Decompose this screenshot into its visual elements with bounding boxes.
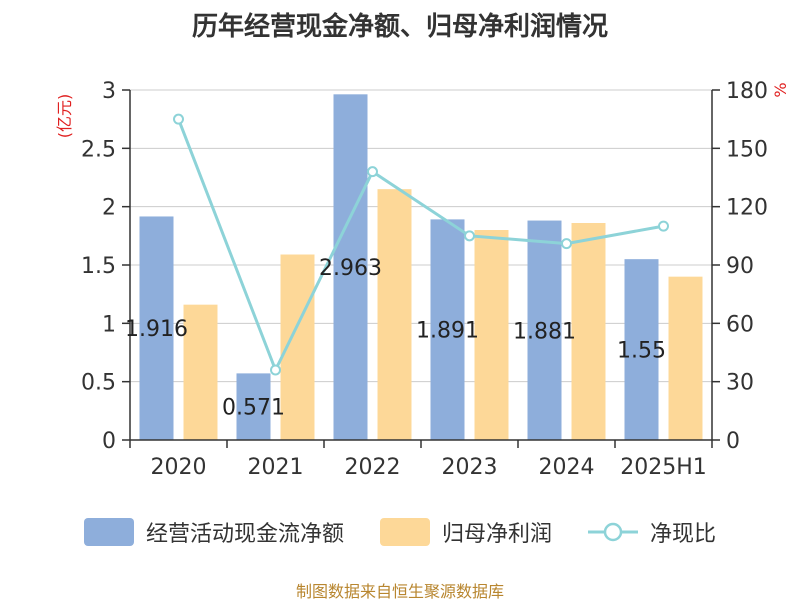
y-right-axis-label: %: [771, 82, 790, 97]
y-right-tick-label: 180: [726, 79, 768, 104]
ratio-point: [464, 230, 475, 242]
legend-swatch-ratio: [588, 522, 638, 542]
x-tick-label: 2020: [151, 455, 207, 480]
x-tick-label: 2025H1: [620, 455, 707, 480]
data-label-cashflow: 1.55: [617, 339, 666, 364]
y-right-tick-label: 0: [726, 429, 740, 454]
x-tick-label: 2024: [539, 455, 595, 480]
x-tick-label: 2021: [248, 455, 304, 480]
legend-item-cashflow[interactable]: 经营活动现金流净额: [83, 516, 344, 548]
legend-item-net-profit[interactable]: 归母净利润: [379, 516, 552, 548]
y-left-tick-label: 3: [102, 79, 116, 104]
bar-cashflow: [624, 259, 659, 440]
y-left-tick-label: 2.5: [81, 137, 116, 162]
y-right-tick-label: 60: [726, 312, 754, 337]
x-tick-label: 2022: [345, 455, 401, 480]
ratio-point: [561, 238, 572, 250]
y-right-tick-label: 90: [726, 254, 754, 279]
bar-net-profit: [474, 230, 509, 440]
y-left-tick-label: 1.5: [81, 254, 116, 279]
ratio-point: [173, 113, 184, 125]
data-label-cashflow: 1.881: [513, 319, 576, 344]
data-label-cashflow: 1.891: [416, 319, 479, 344]
y-right-tick-label: 150: [726, 137, 768, 162]
data-label-cashflow: 2.963: [319, 256, 382, 281]
ratio-line-layer: [173, 113, 669, 376]
bar-layer: [139, 94, 703, 441]
y-left-tick-label: 0.5: [81, 371, 116, 396]
ratio-line: [177, 118, 664, 374]
ratio-point: [658, 220, 669, 232]
bar-cashflow: [333, 94, 368, 441]
y-left-tick-label: 2: [102, 196, 116, 221]
y-left-tick-label: 1: [102, 312, 116, 337]
legend-swatch-net-profit: [379, 518, 430, 546]
x-tick-label: 2023: [442, 455, 498, 480]
y-left-tick-label: 0: [102, 429, 116, 454]
legend-label-cashflow: 经营活动现金流净额: [145, 522, 344, 547]
data-labels: 1.916 0.571 2.963 1.891 1.881 1.55: [125, 256, 666, 421]
bar-net-profit: [571, 223, 606, 440]
legend-label-net-profit: 归母净利润: [441, 522, 552, 547]
ratio-point: [367, 166, 378, 178]
source-note: 制图数据来自恒生聚源数据库: [295, 582, 504, 601]
legend-item-ratio[interactable]: 净现比: [588, 516, 716, 548]
ratio-point: [270, 364, 281, 376]
y-left-axis-label: (亿元): [55, 94, 74, 139]
bar-net-profit: [183, 304, 218, 440]
bar-cashflow: [527, 220, 562, 440]
data-label-cashflow: 1.916: [125, 317, 188, 342]
y-right-tick-label: 120: [726, 196, 768, 221]
bar-cashflow: [236, 373, 271, 440]
y-right-tick-label: 30: [726, 371, 754, 396]
data-label-cashflow: 0.571: [222, 396, 285, 421]
bar-cashflow: [430, 219, 465, 440]
bar-net-profit: [377, 189, 412, 440]
legend-label-ratio: 净现比: [650, 522, 717, 547]
bar-cashflow: [139, 216, 174, 440]
legend: 经营活动现金流净额 归母净利润 净现比: [0, 516, 800, 548]
chart-title: 历年经营现金净额、归母净利润情况: [191, 12, 608, 42]
legend-swatch-cashflow: [83, 518, 134, 546]
bar-net-profit: [668, 276, 703, 440]
